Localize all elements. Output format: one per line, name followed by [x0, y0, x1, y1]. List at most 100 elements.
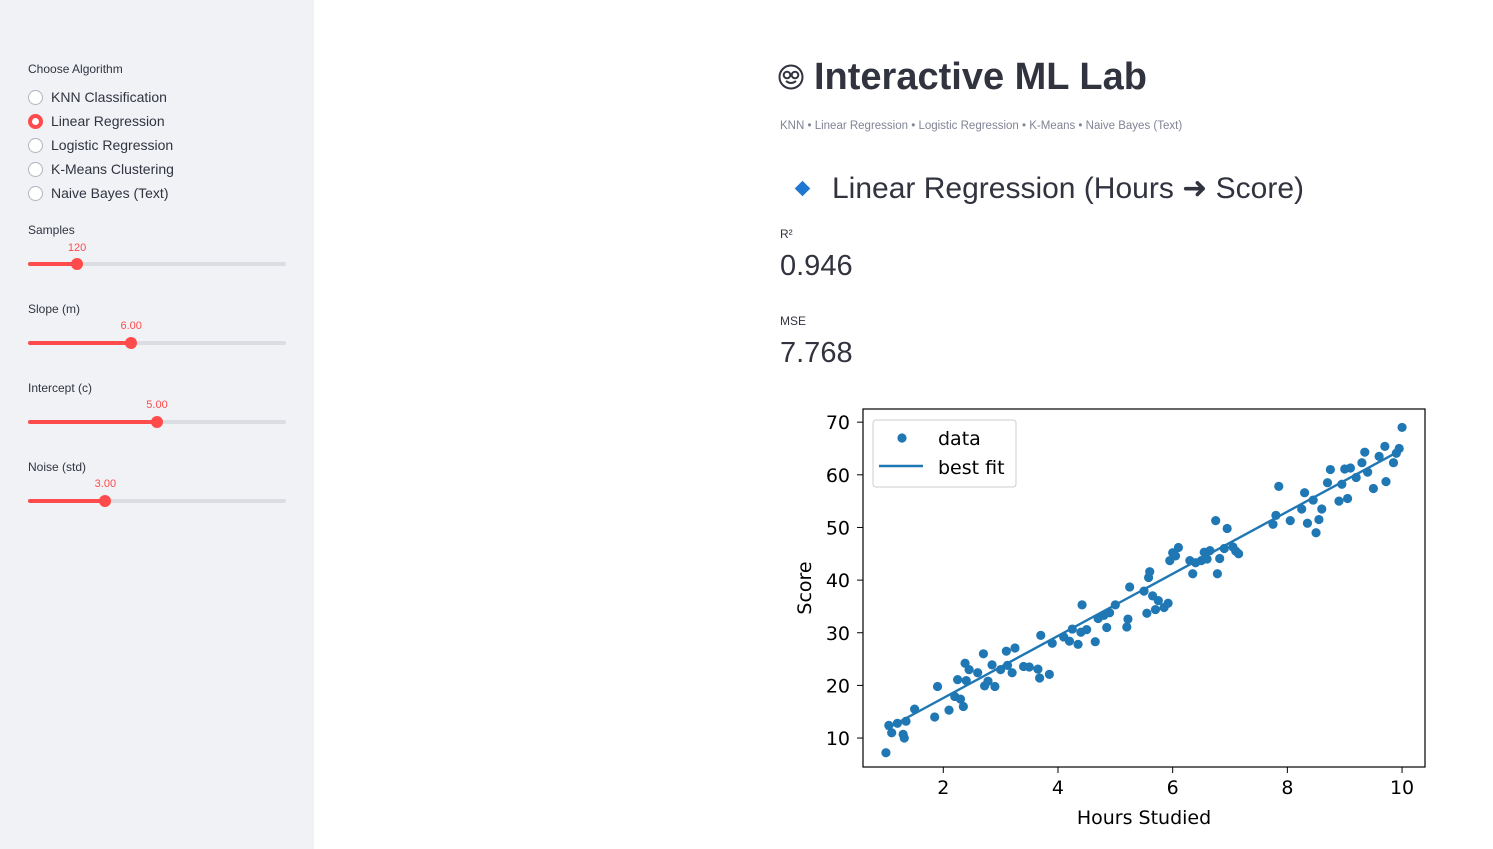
radio-knn-classification[interactable]: KNN Classification [28, 87, 167, 107]
page-title: Interactive ML Lab [778, 52, 1147, 102]
y-tick-label: 20 [826, 675, 850, 697]
r2-metric-label: R² [780, 227, 793, 241]
data-point [983, 676, 993, 686]
data-point [1033, 664, 1043, 674]
slider-fill [28, 499, 106, 503]
data-point [1234, 549, 1244, 559]
chart-legend [872, 419, 1017, 488]
data-point [1036, 630, 1046, 640]
data-point [987, 660, 997, 670]
data-point [1125, 582, 1135, 592]
radio-button-icon[interactable] [28, 137, 43, 153]
slider-fill [28, 420, 157, 424]
data-point [1122, 622, 1132, 632]
data-point [1064, 636, 1075, 646]
algorithm-caption: KNN • Linear Regression • Logistic Regre… [780, 120, 1183, 132]
intercept-slider-value: 5.00 [146, 399, 168, 411]
sidebar: Choose Algorithm KNN Classification Line… [0, 0, 314, 849]
data-point [964, 665, 974, 675]
data-point [1082, 624, 1092, 635]
data-point [1215, 553, 1225, 564]
data-point [899, 733, 909, 743]
radio-button-icon[interactable] [28, 185, 43, 201]
slope-slider-value: 6.00 [120, 320, 142, 332]
y-tick-label: 40 [826, 570, 850, 592]
best-fit-line [885, 448, 1403, 731]
data-point [1150, 604, 1161, 615]
data-point [1077, 600, 1087, 610]
slider-thumb[interactable] [99, 495, 112, 507]
radio-label: K-Means Clustering [51, 161, 174, 177]
data-point [1345, 463, 1356, 473]
y-tick-label: 60 [826, 465, 850, 487]
data-point [1024, 662, 1034, 672]
data-point [1397, 422, 1407, 433]
data-point [1212, 569, 1223, 579]
data-point [1188, 569, 1198, 579]
data-point [978, 649, 989, 659]
slider-thumb[interactable] [71, 258, 84, 270]
page-title-text: Interactive ML Lab [814, 55, 1147, 98]
radio-linear-regression[interactable]: Linear Regression [28, 111, 165, 131]
legend-label-data: data [938, 428, 981, 450]
nerd-face-icon [778, 64, 804, 90]
data-point [1163, 598, 1173, 608]
radio-logistic-regression[interactable]: Logistic Regression [28, 135, 173, 155]
y-axis-label: Score [794, 561, 816, 614]
radio-button-icon[interactable] [28, 89, 43, 105]
data-point [930, 712, 940, 722]
x-tick-label: 6 [1167, 777, 1179, 799]
data-point [1170, 551, 1181, 561]
data-point [1001, 646, 1011, 656]
data-point [944, 705, 954, 715]
data-point [1302, 518, 1313, 528]
section-subheader: Linear Regression (Hours ➜ Score) [794, 168, 1304, 208]
data-point [1010, 643, 1020, 653]
mse-metric-value: 7.768 [780, 337, 853, 369]
slider-thumb[interactable] [151, 416, 163, 428]
slider-thumb[interactable] [125, 337, 138, 349]
slope-slider[interactable] [28, 337, 286, 349]
x-tick-label: 4 [1052, 777, 1064, 799]
data-point [1222, 523, 1232, 534]
data-point [955, 694, 966, 704]
data-point [1145, 567, 1155, 577]
slope-slider-label: Slope (m) [28, 302, 81, 316]
data-point [1314, 514, 1324, 525]
x-axis-label: Hours Studied [1077, 807, 1211, 829]
data-point [1374, 451, 1384, 461]
data-point [1173, 542, 1184, 553]
samples-slider-value: 120 [67, 242, 87, 254]
data-point [1285, 516, 1295, 526]
data-point [990, 681, 1000, 692]
data-point [1211, 516, 1221, 526]
radio-kmeans-clustering[interactable]: K-Means Clustering [28, 159, 174, 179]
x-tick-label: 8 [1281, 777, 1293, 799]
y-tick-label: 70 [826, 412, 850, 434]
data-point [1035, 673, 1045, 683]
data-point [932, 681, 943, 692]
radio-button-icon[interactable] [28, 161, 43, 177]
intercept-slider-label: Intercept (c) [28, 381, 93, 395]
x-tick-label: 10 [1390, 777, 1414, 799]
blue-diamond-icon [794, 180, 811, 196]
mse-metric-label: MSE [780, 314, 807, 328]
data-point [1274, 481, 1284, 491]
radio-naive-bayes-text[interactable]: Naive Bayes (Text) [28, 183, 168, 203]
data-point [953, 675, 963, 685]
noise-slider[interactable] [28, 495, 286, 507]
legend-label-best-fit: best fit [938, 457, 1005, 479]
radio-button-selected-icon[interactable] [28, 113, 43, 129]
samples-slider[interactable] [28, 258, 286, 270]
legend-marker-data [897, 433, 907, 443]
data-point [1381, 477, 1391, 487]
plot-frame [862, 408, 1426, 768]
data-point [1380, 441, 1390, 451]
y-tick-label: 30 [826, 623, 850, 645]
data-point [1299, 488, 1310, 498]
data-point [1153, 596, 1163, 606]
intercept-slider[interactable] [28, 416, 286, 428]
data-point [1044, 669, 1054, 679]
y-tick-label: 50 [826, 517, 850, 539]
slider-fill [28, 341, 132, 345]
